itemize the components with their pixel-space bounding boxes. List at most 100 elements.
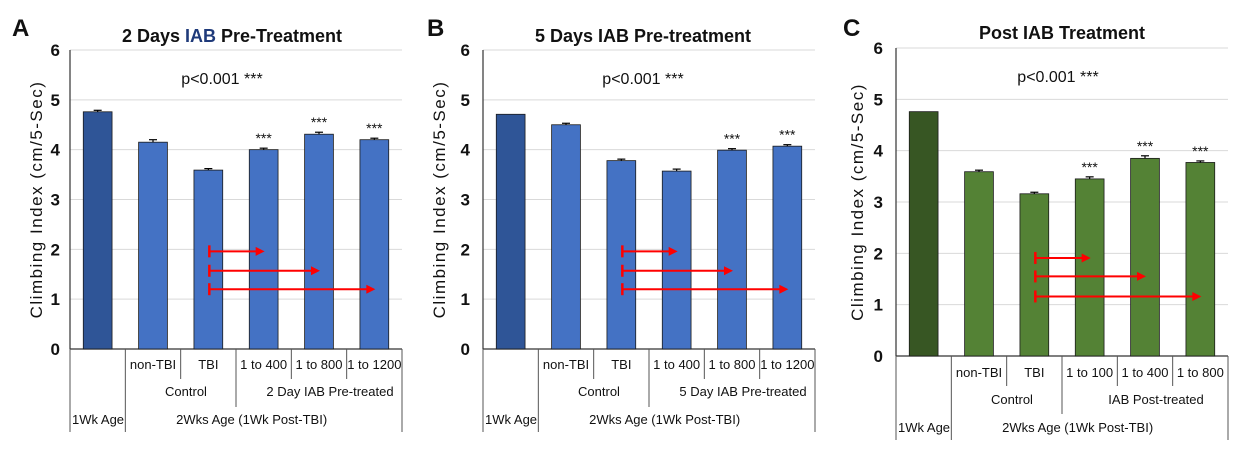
significance-label: *** xyxy=(1081,159,1098,175)
y-axis-label: Climbing Index (cm/5-Sec) xyxy=(430,81,449,319)
panel-c: C Post IAB Treatment 0 1 2 3 4 5 6 Climbing Index… xyxy=(843,15,1229,440)
panel-letter: B xyxy=(427,15,444,42)
p-value-label: p<0.001 *** xyxy=(181,71,262,88)
significance-label: *** xyxy=(255,130,272,146)
y-tick-label: 6 xyxy=(461,41,470,60)
chart-title: 5 Days IAB Pre-treatment xyxy=(535,26,751,46)
bar xyxy=(717,149,747,350)
x-age-label: 1Wk Age xyxy=(485,412,537,427)
chart-title: 2 Days IAB Pre-Treatment xyxy=(122,26,342,46)
x-age-label: 2Wks Age (1Wk Post-TBI) xyxy=(589,412,740,427)
x-category-label: 1 to 800 xyxy=(296,357,343,372)
bar xyxy=(772,145,803,350)
title-part: Pre-Treatment xyxy=(216,26,342,46)
bar xyxy=(304,133,334,350)
x-age-label: 2Wks Age (1Wk Post-TBI) xyxy=(176,412,327,427)
comparison-arrowhead xyxy=(311,266,320,276)
comparison-arrowhead xyxy=(1192,291,1202,301)
x-group-label: Control xyxy=(578,384,620,399)
y-tick-label: 1 xyxy=(51,290,60,309)
y-tick-label: 0 xyxy=(461,340,470,359)
panel-b: B 5 Days IAB Pre-treatment 0 1 2 3 4 5 6 Climbing… xyxy=(427,15,816,432)
panel-letter: C xyxy=(843,15,860,42)
bar xyxy=(551,124,581,350)
y-tick-label: 3 xyxy=(51,191,60,210)
x-category-label: 1 to 400 xyxy=(240,357,287,372)
significance-label: *** xyxy=(1137,138,1154,154)
x-category-label: 1 to 1200 xyxy=(347,357,401,372)
comparison-arrowhead xyxy=(724,266,733,276)
panel-a: A 2 Days IAB Pre-Treatment 0 1 2 3 4 5 6 Climbing… xyxy=(12,15,403,432)
panel-letter: A xyxy=(12,15,29,42)
x-group-label: IAB Post-treated xyxy=(1108,392,1203,407)
x-age-label: 2Wks Age (1Wk Post-TBI) xyxy=(1002,420,1153,435)
x-category-label: 1 to 800 xyxy=(1177,365,1224,380)
bar xyxy=(359,139,390,350)
y-tick-label: 0 xyxy=(51,340,60,359)
x-group-label: 2 Day IAB Pre-treated xyxy=(266,384,393,399)
comparison-arrowhead xyxy=(255,246,265,256)
x-category-label: non-TBI xyxy=(956,365,1002,380)
x-category-label: 1 to 400 xyxy=(653,357,700,372)
y-tick-label: 4 xyxy=(51,141,61,160)
y-tick-label: 3 xyxy=(461,191,470,210)
chart-title: Post IAB Treatment xyxy=(979,23,1145,43)
x-age-label: 1Wk Age xyxy=(72,412,124,427)
x-age-label: 1Wk Age xyxy=(898,420,950,435)
x-category-label: TBI xyxy=(611,357,631,372)
x-category-label: non-TBI xyxy=(543,357,589,372)
bar xyxy=(248,149,279,350)
p-value-label: p<0.001 *** xyxy=(1017,69,1098,86)
comparison-arrowhead xyxy=(366,284,376,294)
y-tick-label: 4 xyxy=(874,142,884,161)
y-tick-label: 2 xyxy=(461,240,470,259)
comparison-arrowhead xyxy=(779,284,789,294)
y-tick-label: 6 xyxy=(51,41,60,60)
bar xyxy=(1130,157,1160,357)
title-highlight: IAB xyxy=(185,26,216,46)
p-value-label: p<0.001 *** xyxy=(602,71,683,88)
y-tick-label: 5 xyxy=(51,91,60,110)
bar xyxy=(1074,178,1105,357)
bar xyxy=(908,111,939,357)
title-part: 2 Days xyxy=(122,26,185,46)
bar xyxy=(1185,162,1216,357)
y-tick-label: 4 xyxy=(461,141,471,160)
title-part: Post IAB Treatment xyxy=(979,23,1145,43)
y-axis-label: Climbing Index (cm/5-Sec) xyxy=(27,81,46,319)
bar xyxy=(193,169,224,350)
y-tick-label: 2 xyxy=(874,244,883,263)
significance-label: *** xyxy=(724,131,741,147)
x-category-label: non-TBI xyxy=(130,357,176,372)
x-category-label: 1 to 400 xyxy=(1122,365,1169,380)
bar xyxy=(82,111,113,350)
significance-label: *** xyxy=(311,114,328,130)
bar xyxy=(661,170,692,350)
y-tick-label: 2 xyxy=(51,240,60,259)
x-category-label: TBI xyxy=(198,357,218,372)
x-category-label: 1 to 800 xyxy=(709,357,756,372)
comparison-arrowhead xyxy=(1137,271,1146,281)
y-axis-label: Climbing Index (cm/5-Sec) xyxy=(848,83,867,321)
comparison-arrowhead xyxy=(668,246,678,256)
y-tick-label: 1 xyxy=(874,296,883,315)
x-category-label: 1 to 1200 xyxy=(760,357,814,372)
x-group-label: Control xyxy=(991,392,1033,407)
significance-label: *** xyxy=(1192,143,1209,159)
y-tick-label: 3 xyxy=(874,193,883,212)
bar xyxy=(964,171,994,357)
x-category-label: TBI xyxy=(1024,365,1044,380)
y-tick-label: 5 xyxy=(874,90,883,109)
y-tick-label: 1 xyxy=(461,290,470,309)
bar xyxy=(138,141,168,350)
x-category-label: 1 to 100 xyxy=(1066,365,1113,380)
title-part: 5 Days IAB Pre-treatment xyxy=(535,26,751,46)
significance-label: *** xyxy=(366,120,383,136)
y-tick-label: 6 xyxy=(874,39,883,58)
x-group-label: 5 Day IAB Pre-treated xyxy=(679,384,806,399)
y-tick-label: 5 xyxy=(461,91,470,110)
comparison-arrowhead xyxy=(1081,253,1091,263)
significance-label: *** xyxy=(779,127,796,143)
y-tick-label: 0 xyxy=(874,347,883,366)
